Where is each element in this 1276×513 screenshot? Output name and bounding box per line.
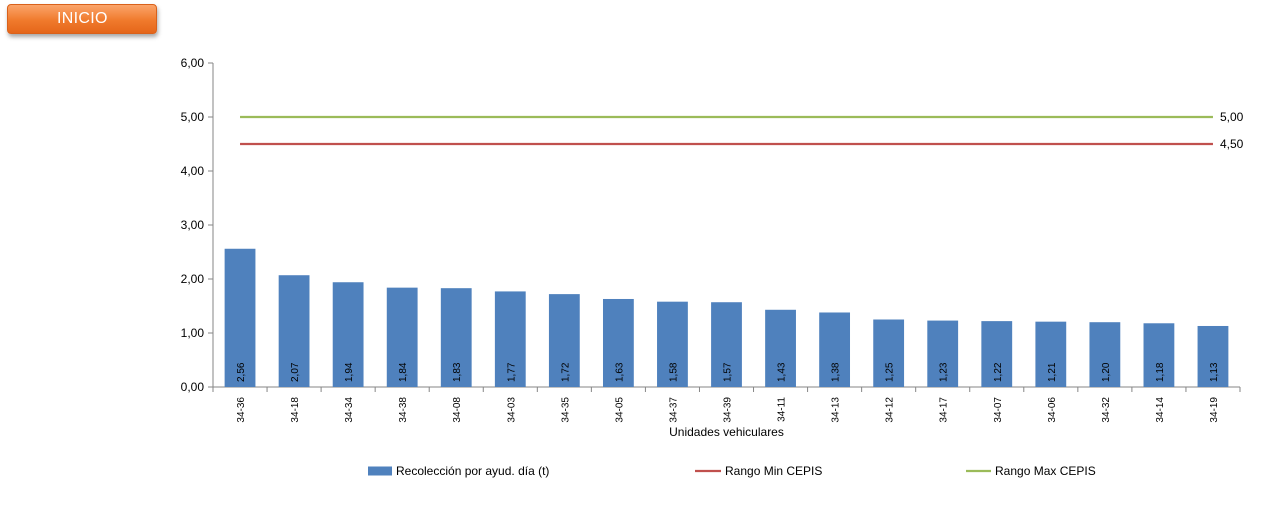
bar [981, 321, 1013, 387]
bar-data-label: 1,20 [1101, 362, 1112, 382]
max-range-line-label: 5,00 [1220, 110, 1244, 124]
y-tick-label: 3,00 [181, 218, 205, 232]
bar-data-label: 1,72 [560, 362, 571, 382]
x-tick-label: 34-35 [560, 397, 571, 423]
bar [494, 291, 526, 387]
x-tick-label: 34-36 [236, 397, 247, 423]
x-tick-label: 34-18 [290, 397, 301, 423]
bar [224, 248, 256, 387]
inicio-button[interactable]: INICIO [7, 4, 157, 34]
x-tick-label: 34-08 [452, 397, 463, 423]
bar [1197, 325, 1229, 387]
y-tick-label: 6,00 [181, 56, 205, 70]
x-tick-label: 34-39 [723, 397, 734, 423]
bar [1143, 323, 1175, 387]
bar-data-label: 1,18 [1155, 362, 1166, 382]
bar-data-label: 1,38 [831, 362, 842, 382]
x-tick-label: 34-03 [506, 397, 517, 423]
legend-label-max: Rango Max CEPIS [995, 464, 1096, 478]
bar [927, 320, 959, 387]
bar-data-label: 1,63 [614, 362, 625, 382]
x-tick-label: 34-11 [777, 397, 788, 422]
bar [711, 302, 742, 387]
y-tick-label: 4,00 [181, 164, 205, 178]
y-tick-label: 5,00 [181, 110, 205, 124]
bar-data-label: 1,57 [723, 362, 734, 382]
x-tick-label: 34-34 [344, 397, 355, 423]
bar-data-label: 1,84 [398, 362, 409, 382]
bar [873, 319, 905, 387]
x-tick-label: 34-17 [939, 397, 950, 423]
y-tick-label: 2,00 [181, 272, 205, 286]
x-tick-label: 34-14 [1155, 397, 1166, 423]
y-tick-label: 1,00 [181, 326, 205, 340]
bar-data-label: 1,21 [1047, 362, 1058, 382]
bar [657, 301, 688, 387]
x-tick-label: 34-32 [1101, 397, 1112, 423]
bar-data-label: 1,43 [777, 362, 788, 382]
bar [440, 288, 472, 387]
bar [1035, 321, 1067, 387]
x-tick-label: 34-06 [1047, 397, 1058, 423]
bar-data-label: 1,77 [506, 362, 517, 382]
bar [602, 298, 634, 387]
x-tick-label: 34-07 [993, 397, 1004, 423]
legend-label-min: Rango Min CEPIS [725, 464, 822, 478]
legend-swatch-recoleccion [368, 466, 392, 476]
x-tick-label: 34-12 [885, 397, 896, 423]
y-tick-label: 0,00 [181, 380, 205, 394]
x-axis-title: Unidades vehiculares [669, 425, 784, 439]
bar-data-label: 1,23 [939, 362, 950, 382]
bar [332, 282, 364, 387]
x-tick-label: 34-05 [614, 397, 625, 423]
bar-data-label: 2,56 [236, 362, 247, 382]
bar [765, 309, 796, 387]
bar-data-label: 1,25 [885, 362, 896, 382]
bar [548, 294, 580, 387]
legend-label-recoleccion: Recolección por ayud. día (t) [396, 464, 549, 478]
bar [819, 312, 851, 387]
bar-data-label: 1,94 [344, 362, 355, 382]
bar-data-label: 1,13 [1209, 362, 1220, 382]
x-tick-label: 34-37 [668, 397, 679, 423]
x-tick-label: 34-38 [398, 397, 409, 423]
x-tick-label: 34-19 [1209, 397, 1220, 423]
bar [386, 287, 418, 387]
min-range-line-label: 4,50 [1220, 137, 1244, 151]
bar [278, 275, 310, 387]
bar-data-label: 1,83 [452, 362, 463, 382]
bar-data-label: 1,58 [668, 362, 679, 382]
bar-data-label: 2,07 [290, 362, 301, 382]
bar-data-label: 1,22 [993, 362, 1004, 382]
x-tick-label: 34-13 [831, 397, 842, 423]
bar [1089, 322, 1121, 387]
